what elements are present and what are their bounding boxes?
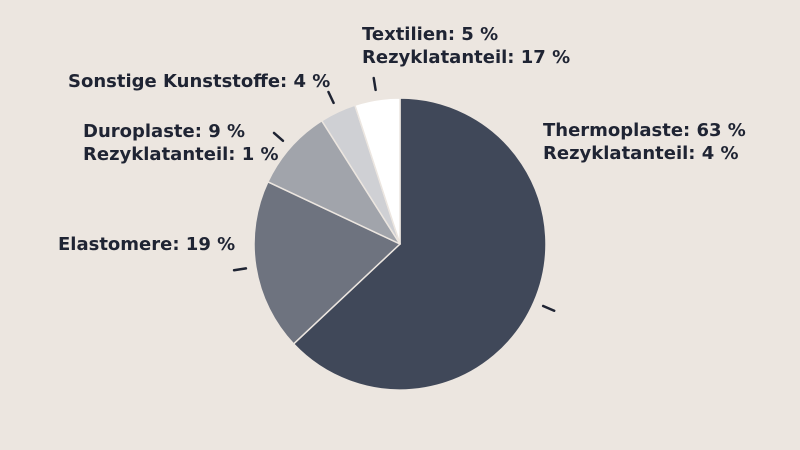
label-duroplaste: Duroplaste: 9 % Rezyklatanteil: 1 % — [83, 120, 279, 166]
label-thermoplaste: Thermoplaste: 63 % Rezyklatanteil: 4 % — [543, 119, 746, 165]
leader-line-sonstige — [327, 90, 335, 105]
label-thermoplaste-share: Thermoplaste: 63 % — [543, 120, 746, 141]
leader-line-thermoplaste — [541, 304, 556, 312]
leader-line-duroplaste — [272, 131, 285, 143]
label-textilien-share: Textilien: 5 % — [362, 24, 499, 45]
pie-slice-duroplaste — [267, 119, 401, 245]
label-thermoplaste-recycled: Rezyklatanteil: 4 % — [543, 143, 739, 164]
label-elastomere: Elastomere: 19 % — [58, 233, 235, 256]
pie-slice-textilien — [354, 97, 401, 245]
leader-line-elastomere — [232, 267, 248, 272]
label-duroplaste-recycled: Rezyklatanteil: 1 % — [83, 144, 279, 165]
leader-line-textilien — [372, 76, 377, 92]
label-duroplaste-share: Duroplaste: 9 % — [83, 121, 246, 142]
pie-slice-thermoplaste — [292, 97, 547, 391]
label-sonstige-kunststoffe: Sonstige Kunststoffe: 4 % — [68, 70, 330, 93]
label-sonstige-share: Sonstige Kunststoffe: 4 % — [68, 71, 331, 92]
label-textilien: Textilien: 5 % Rezyklatanteil: 17 % — [362, 23, 570, 69]
label-textilien-recycled: Rezyklatanteil: 17 % — [362, 47, 571, 68]
pie-slice-elastomere — [253, 181, 401, 345]
label-elastomere-share: Elastomere: 19 % — [58, 234, 236, 255]
